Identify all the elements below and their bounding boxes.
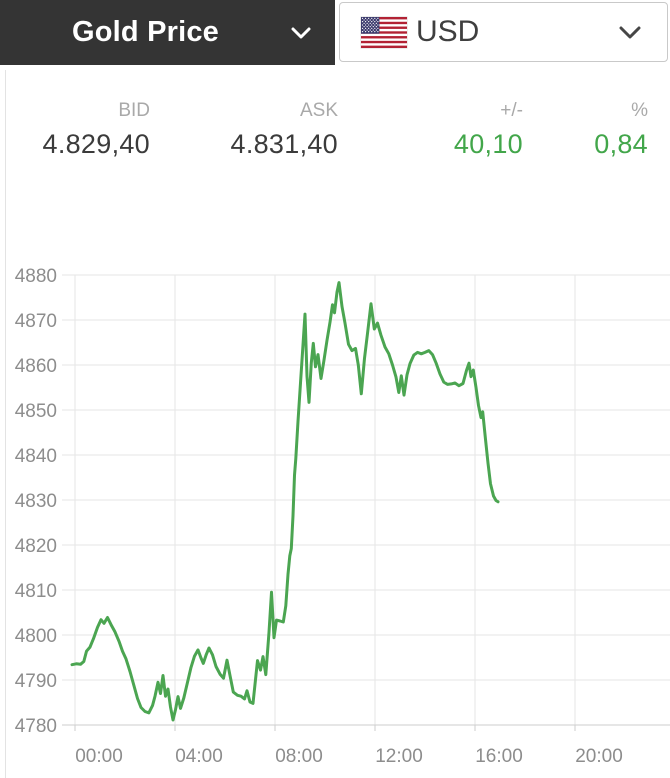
quote-column-percent: % 0,84 xyxy=(594,100,648,159)
y-axis-label: 4780 xyxy=(15,716,57,737)
change-label: +/- xyxy=(500,100,523,121)
bid-label: BID xyxy=(118,100,150,121)
y-axis-label: 4790 xyxy=(15,671,57,692)
currency-code-label: USD xyxy=(416,15,480,48)
chevron-down-icon xyxy=(291,27,311,38)
y-axis-label: 4870 xyxy=(15,311,57,332)
y-axis-label: 4860 xyxy=(15,356,57,377)
price-chart: 00:00 04:00 08:00 12:00 16:00 20:00 4880 4870 48… xyxy=(15,266,670,767)
x-axis-label: 00:00 xyxy=(75,746,123,767)
quote-column-ask: ASK 4.831,40 xyxy=(230,100,339,159)
y-axis-label: 4800 xyxy=(15,626,57,647)
y-axis-label: 4840 xyxy=(15,446,57,467)
x-axis-label: 16:00 xyxy=(475,746,523,767)
x-axis-label: 08:00 xyxy=(275,746,323,767)
price-line xyxy=(70,281,500,722)
y-axis-label: 4830 xyxy=(15,491,57,512)
y-axis-label: 4850 xyxy=(15,401,57,422)
ask-label: ASK xyxy=(299,100,338,121)
x-axis-label: 04:00 xyxy=(175,746,223,767)
percent-value: 0,84 xyxy=(594,129,648,159)
widget-left-border xyxy=(5,70,6,778)
y-axis-label: 4880 xyxy=(15,266,57,287)
currency-dropdown[interactable]: USD xyxy=(339,2,668,62)
us-flag-icon xyxy=(361,16,407,48)
y-axis-label: 4810 xyxy=(15,581,57,602)
x-axis-label: 12:00 xyxy=(375,746,423,767)
quote-column-change: +/- 40,10 xyxy=(453,100,523,159)
change-value: 40,10 xyxy=(453,129,523,159)
percent-label: % xyxy=(631,100,648,121)
instrument-dropdown[interactable]: Gold Price xyxy=(0,0,335,65)
quote-column-bid: BID 4.829,40 xyxy=(42,100,151,159)
ask-value: 4.831,40 xyxy=(230,129,338,159)
x-axis-label: 20:00 xyxy=(575,746,623,767)
instrument-dropdown-label: Gold Price xyxy=(71,16,220,48)
bid-value: 4.829,40 xyxy=(42,129,150,159)
chevron-down-icon xyxy=(619,26,641,38)
y-axis-label: 4820 xyxy=(15,536,57,557)
